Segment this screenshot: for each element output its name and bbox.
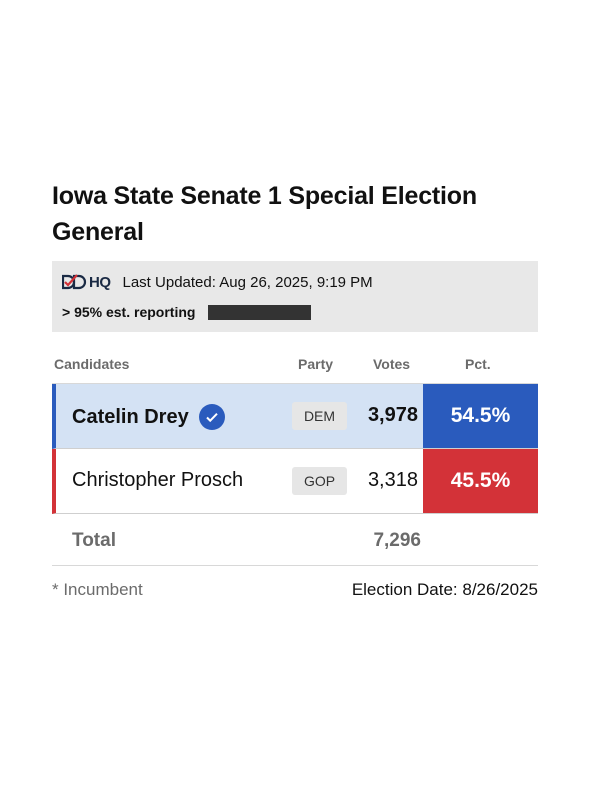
results-footer: * Incumbent Election Date: 8/26/2025 <box>52 566 538 614</box>
candidate-row-dem: Catelin Drey DEM 3,978 54.5% <box>52 384 538 449</box>
party-badge: GOP <box>292 467 347 495</box>
ddhq-logo-icon <box>62 274 87 290</box>
logo-text: HQ <box>89 273 111 291</box>
vote-count: 3,978 <box>367 404 418 426</box>
check-circle-icon <box>198 404 225 430</box>
candidate-name-text: Christopher Prosch <box>72 469 244 491</box>
incumbent-note: * Incumbent <box>52 580 143 599</box>
candidate-name: Catelin Drey <box>72 404 225 430</box>
redacted-bar <box>208 304 312 320</box>
table-header: Candidates Party Votes Pct. <box>52 332 538 384</box>
total-votes: 7,296 <box>373 530 421 551</box>
update-info-box: HQ Last Updated: Aug 26, 2025, 9:19 PM >… <box>52 261 538 332</box>
candidate-name: Christopher Prosch <box>72 469 243 492</box>
election-date: Election Date: 8/26/2025 <box>351 580 538 599</box>
party-badge: DEM <box>292 402 347 430</box>
race-title: Iowa State Senate 1 Special Election Gen… <box>52 182 477 246</box>
candidate-row-gop: Christopher Prosch GOP 3,318 45.5% <box>52 449 538 514</box>
header-votes: Votes <box>373 356 411 372</box>
ddhq-logo: HQ <box>62 274 111 291</box>
candidate-name-text: Catelin Drey <box>72 405 189 428</box>
header-candidates: Candidates <box>54 356 130 372</box>
vote-percentage: 45.5% <box>423 449 538 513</box>
total-label: Total <box>72 530 116 551</box>
header-pct: Pct. <box>465 356 491 372</box>
vote-count: 3,318 <box>367 469 418 491</box>
vote-percentage: 54.5% <box>423 384 538 448</box>
total-row: Total 7,296 <box>52 514 538 566</box>
election-results-card: Iowa State Senate 1 Special Election Gen… <box>52 178 538 614</box>
last-updated-text: Last Updated: Aug 26, 2025, 9:19 PM <box>122 273 373 291</box>
header-party: Party <box>298 356 334 372</box>
reporting-status: > 95% est. reporting <box>62 304 196 320</box>
